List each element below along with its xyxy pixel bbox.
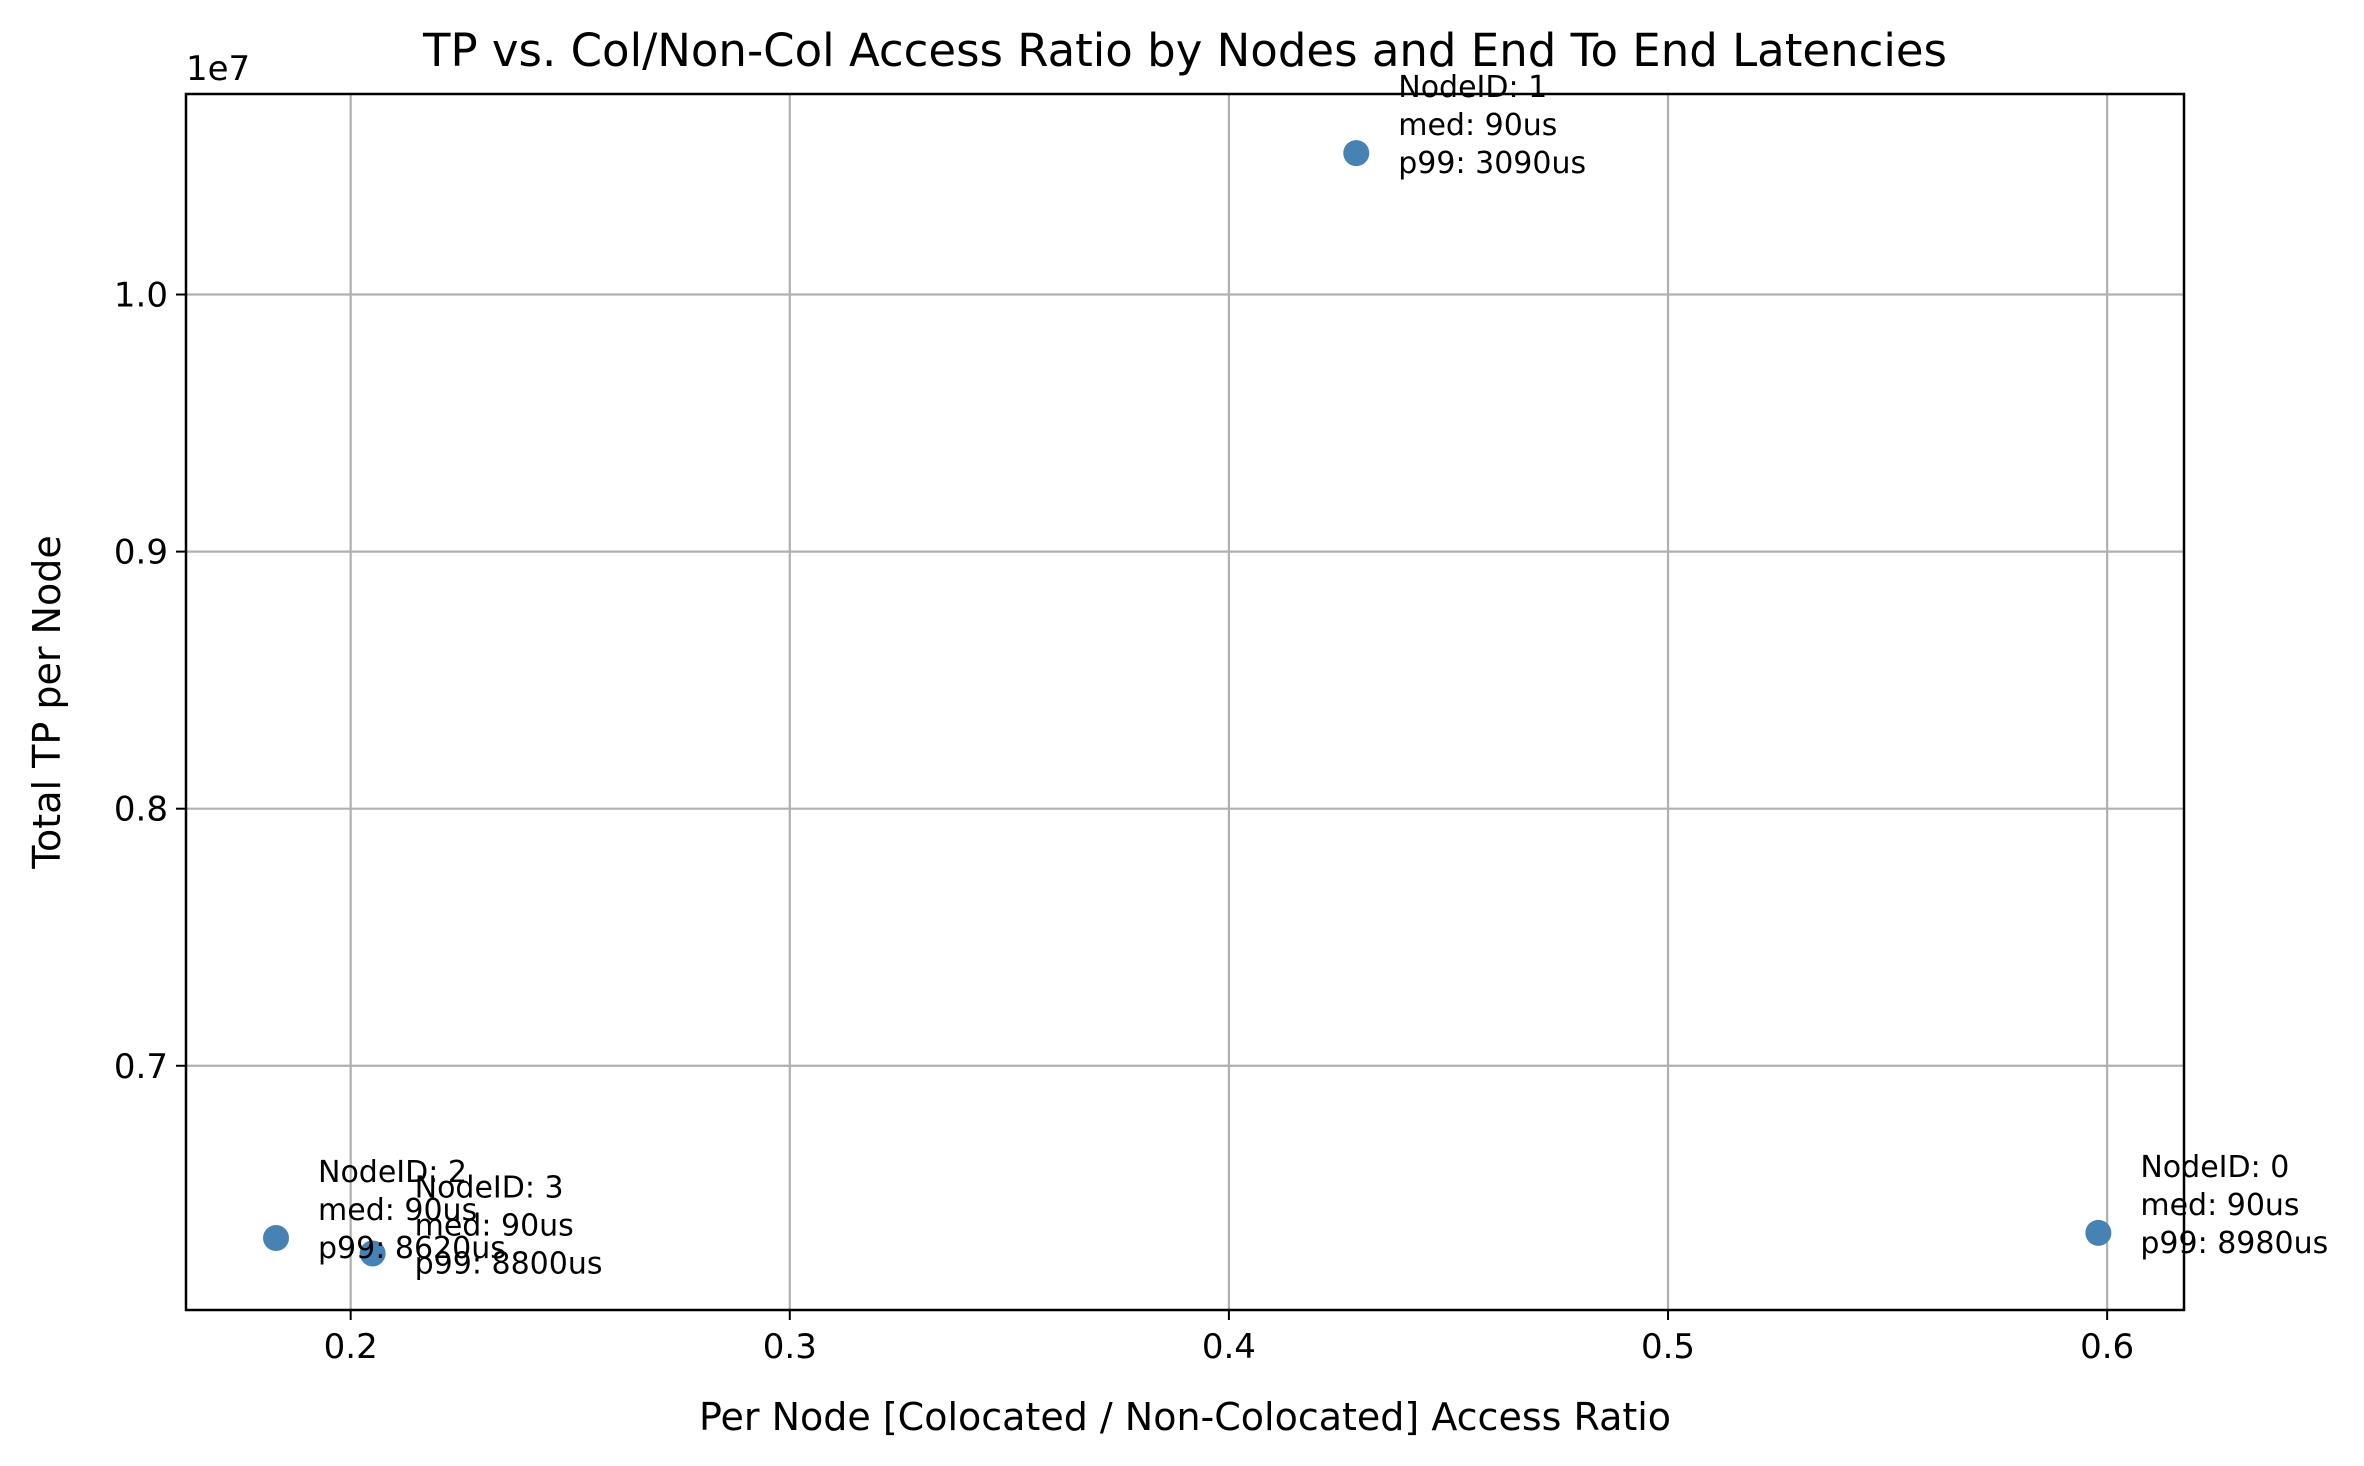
point-annotation-line: NodeID: 3 xyxy=(415,1170,564,1205)
y-axis-offset-label: 1e7 xyxy=(186,49,250,89)
grid xyxy=(186,94,2184,1310)
x-tick-label: 0.4 xyxy=(1202,1327,1256,1367)
point-annotation-line: NodeID: 2 xyxy=(318,1155,467,1190)
x-tick-label: 0.2 xyxy=(324,1327,378,1367)
y-tick-label: 0.7 xyxy=(114,1047,168,1087)
y-tick-label: 1.0 xyxy=(114,276,168,316)
point-annotation-line: med: 90us xyxy=(415,1208,574,1243)
point-annotation-line: med: 90us xyxy=(318,1193,477,1228)
data-point xyxy=(263,1225,290,1252)
y-tick-label: 0.8 xyxy=(114,790,168,830)
chart-title: TP vs. Col/Non-Col Access Ratio by Nodes… xyxy=(422,24,1947,77)
point-annotation-line: NodeID: 0 xyxy=(2140,1150,2289,1185)
x-axis-label: Per Node [Colocated / Non-Colocated] Acc… xyxy=(699,1395,1671,1439)
x-tick-label: 0.3 xyxy=(763,1327,817,1367)
plot-frame xyxy=(184,92,2186,1312)
point-annotation-line: NodeID: 1 xyxy=(1398,70,1547,105)
data-point xyxy=(359,1240,386,1267)
data-points xyxy=(263,140,2112,1267)
point-annotation-line: p99: 3090us xyxy=(1398,146,1586,181)
y-axis-ticks: 0.7 0.8 0.9 1.0 xyxy=(114,276,186,1087)
point-annotation-line: p99: 8620us xyxy=(318,1231,506,1266)
x-tick-label: 0.6 xyxy=(2080,1327,2134,1367)
y-axis-label: Total TP per Node xyxy=(25,535,69,869)
y-tick-label: 0.9 xyxy=(114,533,168,573)
point-annotation-line: med: 90us xyxy=(2140,1188,2299,1223)
data-point xyxy=(2085,1219,2112,1246)
data-point xyxy=(1343,140,1370,167)
x-tick-label: 0.5 xyxy=(1641,1327,1695,1367)
point-annotation-line: p99: 8800us xyxy=(415,1246,603,1281)
point-annotation-line: med: 90us xyxy=(1398,108,1557,143)
point-annotation-line: p99: 8980us xyxy=(2140,1226,2328,1261)
x-axis-ticks: 0.2 0.3 0.4 0.5 0.6 xyxy=(324,1310,2134,1367)
